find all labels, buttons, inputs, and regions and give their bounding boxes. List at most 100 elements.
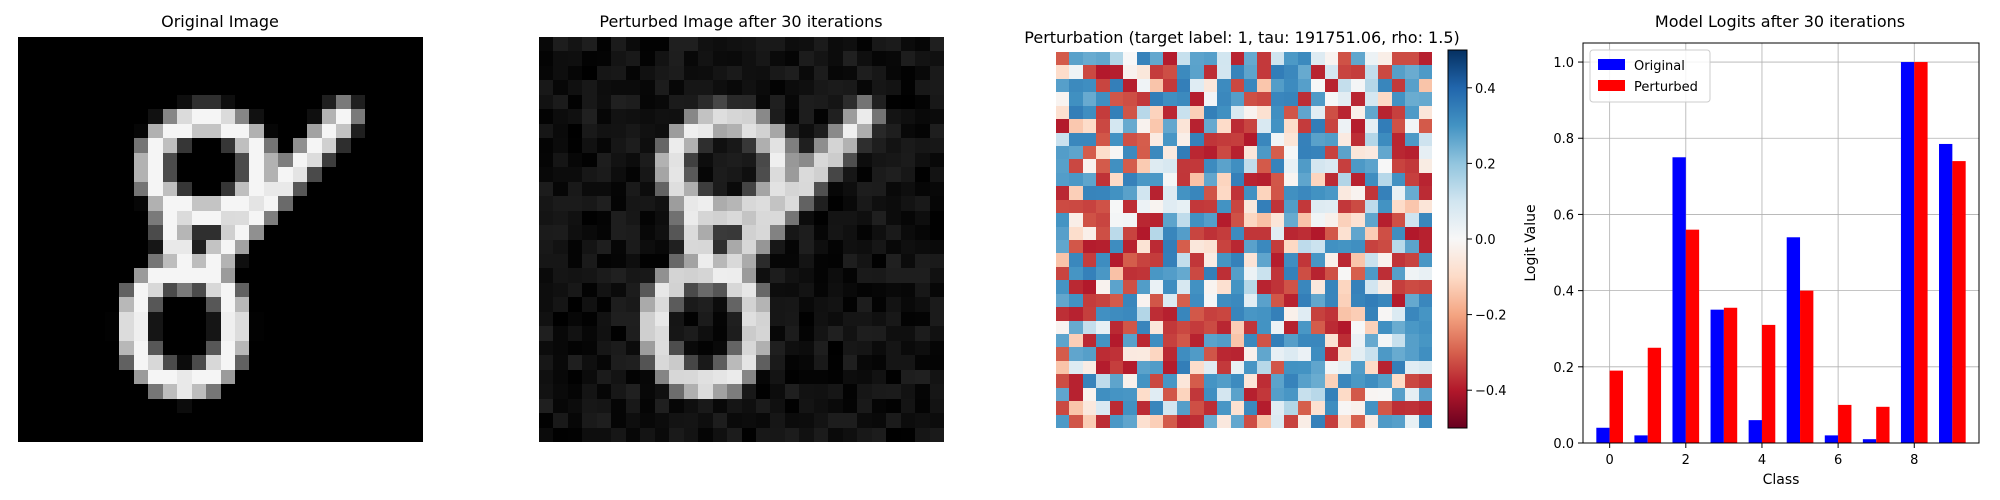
original-pixel (148, 427, 163, 442)
perturbation-pixel (1418, 293, 1432, 308)
original-pixel (133, 37, 149, 52)
original-pixel (90, 51, 105, 66)
perturbed-pixel (683, 326, 699, 341)
perturbed-pixel (741, 268, 756, 283)
original-pixel (220, 326, 235, 341)
perturbation-pixel (1311, 226, 1325, 240)
perturbed-pixel (900, 369, 916, 385)
perturbation-pixel (1270, 65, 1285, 79)
perturbation-pixel (1109, 280, 1124, 294)
perturbation-pixel (1257, 199, 1271, 214)
perturbed-pixel (900, 225, 916, 240)
original-pixel (220, 123, 235, 139)
perturbation-pixel (1096, 293, 1110, 308)
perturbation-pixel (1257, 240, 1271, 254)
original-pixel (278, 37, 293, 52)
original-pixel (177, 297, 192, 312)
original-pixel (104, 355, 120, 370)
perturbed-pixel (611, 413, 626, 428)
perturbation-pixel (1190, 293, 1204, 308)
legend-swatch-original (1598, 59, 1625, 70)
perturbed-pixel (813, 80, 829, 95)
perturbed-pixel (712, 94, 728, 110)
original-pixel (234, 369, 250, 385)
perturbed-pixel (828, 109, 843, 124)
original-pixel (61, 369, 76, 385)
original-pixel (61, 138, 76, 153)
perturbation-pixel (1364, 240, 1379, 254)
perturbed-pixel (886, 282, 901, 298)
original-pixel (46, 253, 62, 269)
perturbation-pixel (1069, 280, 1083, 294)
original-pixel (379, 413, 395, 428)
perturbed-pixel (784, 109, 800, 124)
perturbation-pixel (1257, 293, 1271, 308)
original-pixel (263, 196, 279, 211)
perturbation-pixel (1405, 374, 1419, 388)
perturbed-pixel (640, 398, 655, 414)
original-pixel (177, 37, 192, 52)
original-pixel (177, 384, 192, 399)
original-pixel (162, 355, 178, 370)
perturbation-pixel (1418, 334, 1432, 348)
original-pixel (191, 152, 207, 168)
perturbation-pixel (1391, 65, 1406, 79)
perturbation-pixel (1230, 65, 1244, 79)
perturbed-pixel (654, 109, 670, 124)
perturbed-pixel (770, 94, 785, 110)
perturbed-pixel (683, 355, 699, 370)
perturbation-pixel (1405, 320, 1419, 334)
perturbation-pixel (1378, 401, 1392, 415)
perturbation-pixel (1378, 240, 1392, 254)
original-pixel (408, 80, 423, 95)
perturbation-pixel (1056, 360, 1070, 375)
perturbed-pixel (582, 225, 597, 240)
perturbation-pixel (1405, 253, 1419, 267)
perturbed-pixel (784, 37, 800, 52)
perturbed-pixel (727, 181, 742, 197)
perturbation-pixel (1418, 347, 1432, 361)
perturbation-pixel (1123, 92, 1137, 106)
colorbar-tick-label: 0.0 (1475, 233, 1496, 248)
original-pixel (408, 297, 423, 312)
perturbed-pixel (582, 167, 597, 182)
perturbation-pixel (1297, 360, 1312, 375)
perturbation-pixel (1109, 414, 1124, 428)
perturbed-pixel (539, 51, 554, 66)
perturbation-pixel (1351, 92, 1365, 106)
perturbed-pixel (784, 253, 800, 269)
original-pixel (336, 138, 351, 153)
perturbed-pixel (857, 225, 872, 240)
y-tick-label: 1.0 (1553, 56, 1574, 71)
original-pixel (220, 355, 235, 370)
perturbation-pixel (1136, 172, 1150, 187)
perturbed-pixel (842, 123, 858, 139)
original-pixel (177, 355, 192, 370)
perturbation-pixel (1418, 213, 1432, 227)
perturbation-pixel (1056, 334, 1070, 348)
original-pixel (191, 413, 207, 428)
original-pixel (191, 225, 207, 240)
perturbed-pixel (640, 369, 655, 385)
perturbed-pixel (900, 427, 916, 442)
perturbed-pixel (539, 94, 554, 110)
original-pixel (249, 196, 264, 211)
perturbation-pixel (1378, 65, 1392, 79)
perturbed-pixel (900, 167, 916, 182)
original-pixel (278, 384, 293, 399)
perturbed-pixel (755, 80, 771, 95)
perturbation-pixel (1338, 92, 1352, 106)
perturbation-pixel (1324, 92, 1338, 106)
perturbed-pixel (553, 268, 568, 283)
original-pixel (90, 340, 105, 356)
original-pixel (177, 225, 192, 240)
perturbed-pixel (654, 167, 670, 182)
original-pixel (119, 94, 134, 110)
perturbation-pixel (1217, 387, 1231, 402)
perturbation-pixel (1405, 132, 1419, 146)
perturbed-pixel (567, 253, 583, 269)
perturbed-pixel (842, 311, 858, 327)
perturbed-pixel (582, 355, 597, 370)
original-pixel (379, 210, 395, 226)
perturbed-pixel (727, 282, 742, 298)
